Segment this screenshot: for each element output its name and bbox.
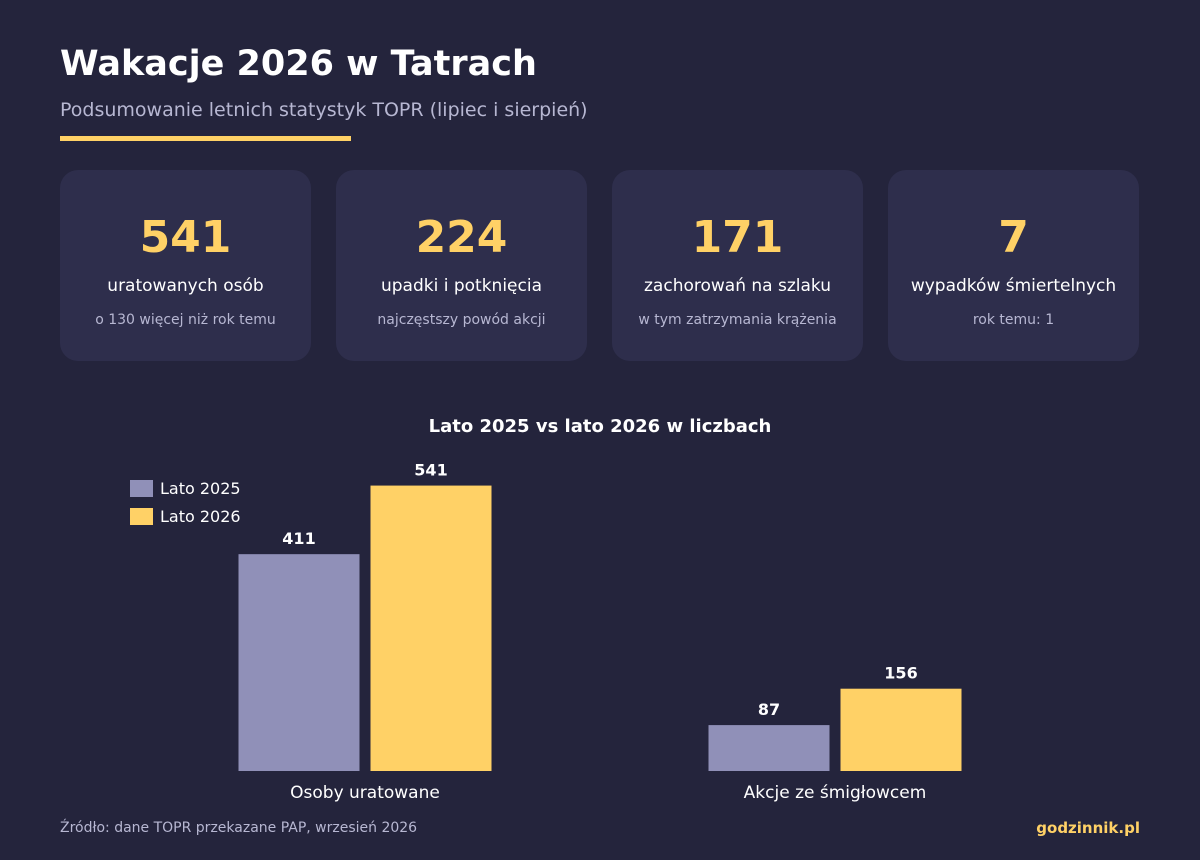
stat-value: 541 bbox=[139, 212, 232, 263]
legend-swatch bbox=[130, 508, 153, 525]
stat-label: zachorowań na szlaku bbox=[644, 276, 831, 296]
stat-card-rescued: 541 uratowanych osób o 130 więcej niż ro… bbox=[60, 170, 311, 361]
stat-value: 171 bbox=[691, 212, 784, 263]
data-label: 541 bbox=[414, 461, 447, 480]
page-title: Wakacje 2026 w Tatrach bbox=[60, 44, 537, 84]
legend-label: Lato 2025 bbox=[160, 479, 241, 498]
stat-note: w tym zatrzymania krążenia bbox=[638, 312, 837, 328]
stat-label: uratowanych osób bbox=[107, 276, 264, 296]
stat-cards: 541 uratowanych osób o 130 więcej niż ro… bbox=[60, 170, 1140, 361]
bar-2025-1 bbox=[708, 725, 830, 771]
data-label: 156 bbox=[884, 664, 917, 683]
stat-note: rok temu: 1 bbox=[972, 312, 1055, 328]
category-label: Akcje ze śmigłowcem bbox=[744, 783, 927, 803]
stat-label: upadki i potknięcia bbox=[380, 276, 543, 296]
chart-title: Lato 2025 vs lato 2026 w liczbach bbox=[429, 416, 772, 437]
legend-label: Lato 2026 bbox=[160, 507, 241, 526]
data-label: 87 bbox=[758, 700, 780, 719]
comparison-bar-chart: Lato 2025 vs lato 2026 w liczbach 411 541 O… bbox=[130, 416, 962, 803]
source-note: Źródło: dane TOPR przekazane PAP, wrzesi… bbox=[60, 820, 418, 836]
stat-note: najczęstszy powód akcji bbox=[377, 312, 546, 328]
title-underline bbox=[60, 136, 351, 141]
stat-card-falls: 224 upadki i potknięcia najczęstszy powó… bbox=[336, 170, 587, 361]
brand-logo: godzinnik.pl bbox=[1036, 819, 1140, 837]
category-label: Osoby uratowane bbox=[290, 783, 440, 803]
bar-2026-1 bbox=[840, 688, 962, 771]
stat-value: 224 bbox=[415, 212, 508, 263]
bar-2025-0 bbox=[238, 554, 360, 771]
stat-label: wypadków śmiertelnych bbox=[910, 276, 1117, 296]
stat-card-illness: 171 zachorowań na szlaku w tym zatrzyman… bbox=[612, 170, 863, 361]
page-subtitle: Podsumowanie letnich statystyk TOPR (lip… bbox=[60, 99, 588, 121]
stat-note: o 130 więcej niż rok temu bbox=[95, 312, 276, 328]
data-label: 411 bbox=[282, 529, 315, 548]
stat-card-fatalities: 7 wypadków śmiertelnych rok temu: 1 bbox=[888, 170, 1139, 361]
stat-value: 7 bbox=[998, 212, 1029, 263]
legend-swatch bbox=[130, 480, 153, 497]
bar-2026-0 bbox=[370, 485, 492, 771]
